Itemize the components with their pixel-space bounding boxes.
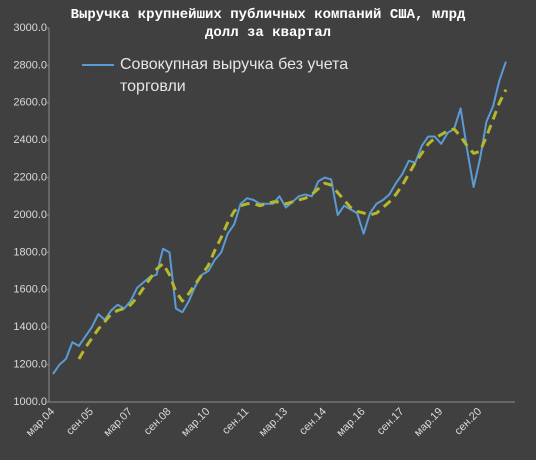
x-tick-label: мар.16 [334,406,367,439]
x-tick-label: сен.11 [220,406,251,437]
chart-title: Выручка крупнейших публичных компаний СШ… [70,7,466,41]
y-tick-label: 2600.0 [13,97,47,109]
y-tick-label: 1200.0 [13,359,47,371]
y-tick-label: 2400.0 [13,134,47,146]
y-tick-label: 2000.0 [13,209,47,221]
y-tick-label: 1600.0 [13,284,47,296]
y-tick-label: 1800.0 [13,246,47,258]
legend-label: Совокупная выручка без учета торговли [120,56,349,95]
trend-line [77,89,508,360]
y-tick-label: 3000.0 [13,22,47,34]
x-tick-label: сен.17 [375,406,407,438]
x-tick-label: сен.14 [297,406,329,438]
legend: Совокупная выручка без учета торговли [82,54,380,98]
x-tick-label: мар.10 [179,406,212,439]
x-tick-label: мар.04 [24,406,57,439]
x-tick-label: сен.20 [452,406,484,438]
legend-swatch [82,64,114,66]
y-tick-label: 1000.0 [13,396,47,408]
x-tick-label: сен.08 [142,406,174,438]
x-tick-label: сен.05 [64,406,96,438]
y-tick-label: 2800.0 [13,59,47,71]
series-line [52,61,507,375]
y-tick-label: 2200.0 [13,172,47,184]
y-tick-label: 1400.0 [13,321,47,333]
x-tick-label: мар.19 [412,406,445,439]
x-tick-label: мар.13 [257,406,290,439]
x-tick-label: мар.07 [102,406,135,439]
